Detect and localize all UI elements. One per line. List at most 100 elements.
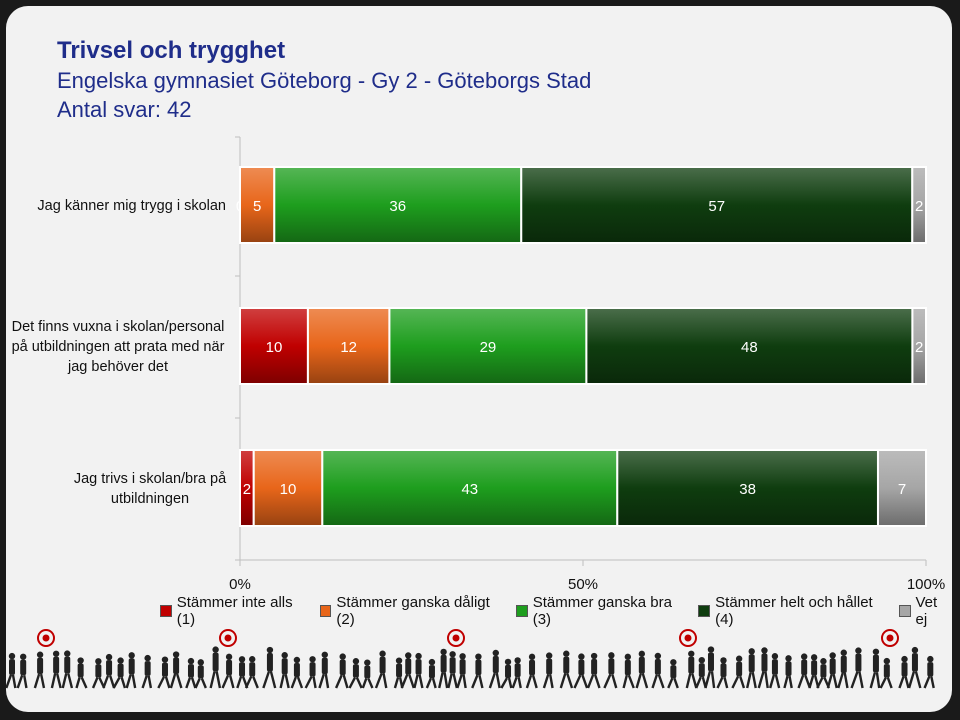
silhouette-body xyxy=(53,656,60,674)
silhouette-figure xyxy=(102,653,116,689)
silhouette-leg xyxy=(542,674,550,689)
silhouette-leg xyxy=(531,674,538,689)
silhouette-figure xyxy=(50,650,62,689)
silhouette-leg xyxy=(745,671,752,689)
silhouette-figure xyxy=(16,653,28,689)
silhouette-body xyxy=(77,663,84,678)
silhouette-leg xyxy=(695,676,702,689)
silhouette-leg xyxy=(843,672,849,689)
x-tick-label: 50% xyxy=(568,576,598,593)
bar-segment xyxy=(388,307,588,385)
legend-item: Stämmer helt och hållet (4) xyxy=(698,594,890,628)
silhouette-body xyxy=(9,659,15,675)
silhouette-figure xyxy=(157,656,171,689)
silhouette-head xyxy=(364,659,371,666)
data-label: 2 xyxy=(915,339,923,356)
target-marker-dot xyxy=(684,634,692,642)
silhouette-head xyxy=(785,655,792,662)
silhouette-leg xyxy=(914,671,922,689)
silhouette-leg xyxy=(252,676,259,689)
silhouette-figure xyxy=(438,648,449,689)
silhouette-leg xyxy=(244,676,253,689)
silhouette-figure xyxy=(400,652,415,689)
silhouette-head xyxy=(670,659,677,666)
data-label: 5 xyxy=(253,198,261,215)
data-label: 10 xyxy=(266,339,283,356)
silhouette-figure xyxy=(5,652,17,689)
silhouette-body xyxy=(688,656,695,674)
bar-segment xyxy=(616,449,879,527)
data-label: 29 xyxy=(480,339,497,356)
silhouette-leg xyxy=(324,673,330,689)
silhouette-body xyxy=(197,665,204,679)
silhouette-leg xyxy=(131,674,137,689)
silhouette-head xyxy=(608,652,615,659)
silhouette-head xyxy=(187,657,195,665)
silhouette-head xyxy=(309,656,316,663)
silhouette-leg xyxy=(91,677,99,689)
silhouette-leg xyxy=(704,670,712,689)
silhouette-body xyxy=(352,664,359,678)
response-count: Antal svar: 42 xyxy=(57,97,192,122)
silhouette-figure xyxy=(907,646,922,689)
silhouette-head xyxy=(379,650,386,657)
silhouette-figure xyxy=(361,659,374,689)
silhouette-leg xyxy=(549,674,554,689)
data-label: 43 xyxy=(461,481,478,498)
silhouette-body xyxy=(492,655,499,674)
silhouette-leg xyxy=(764,671,769,689)
silhouette-body xyxy=(638,656,645,674)
silhouette-head xyxy=(128,652,135,659)
silhouette-figure xyxy=(525,653,538,689)
legend-label: Stämmer inte alls (1) xyxy=(176,594,293,628)
silhouette-head xyxy=(352,658,360,665)
silhouette-leg xyxy=(507,677,513,689)
silhouette-figure xyxy=(221,653,235,689)
silhouette-head xyxy=(578,653,585,660)
silhouette-leg xyxy=(808,675,815,689)
silhouette-leg xyxy=(586,674,595,689)
silhouette-body xyxy=(761,653,768,672)
silhouette-body xyxy=(578,659,585,676)
silhouette-leg xyxy=(566,673,574,689)
silhouette-body xyxy=(771,659,778,675)
silhouette-leg xyxy=(120,676,127,689)
silhouette-head xyxy=(883,657,891,665)
silhouette-head xyxy=(771,653,779,660)
silhouette-figure xyxy=(586,652,601,689)
silhouette-leg xyxy=(581,674,589,689)
silhouette-leg xyxy=(816,677,824,689)
silhouette-leg xyxy=(657,674,665,689)
silhouette-leg xyxy=(667,677,674,689)
legend-swatch xyxy=(698,605,711,617)
silhouette-figure xyxy=(425,658,437,689)
bar-segment xyxy=(911,166,928,244)
silhouette-head xyxy=(800,653,808,660)
silhouette-leg xyxy=(858,671,864,689)
silhouette-leg xyxy=(418,674,424,689)
silhouette-figure xyxy=(471,653,484,689)
silhouette-figure xyxy=(236,656,249,689)
silhouette-head xyxy=(52,650,60,657)
silhouette-head xyxy=(590,652,598,660)
legend-label: Stämmer ganska dåligt (2) xyxy=(336,594,490,628)
legend-label: Vet ej xyxy=(915,594,938,628)
silhouette-body xyxy=(785,661,792,677)
silhouette-head xyxy=(654,652,662,660)
silhouette-body xyxy=(911,653,918,672)
silhouette-leg xyxy=(443,672,449,689)
silhouette-leg xyxy=(304,675,313,689)
silhouette-body xyxy=(840,655,847,673)
target-marker-dot xyxy=(886,634,894,642)
silhouette-leg xyxy=(393,676,400,689)
silhouette-figure xyxy=(716,657,729,689)
silhouette-figure xyxy=(334,653,349,689)
silhouette-figure xyxy=(685,650,698,689)
silhouette-leg xyxy=(488,672,496,689)
silhouette-leg xyxy=(367,677,374,689)
silhouette-leg xyxy=(141,675,148,689)
silhouette-figure xyxy=(393,657,404,689)
silhouette-leg xyxy=(185,677,192,689)
silhouette-head xyxy=(225,653,233,661)
silhouette-body xyxy=(144,661,151,676)
